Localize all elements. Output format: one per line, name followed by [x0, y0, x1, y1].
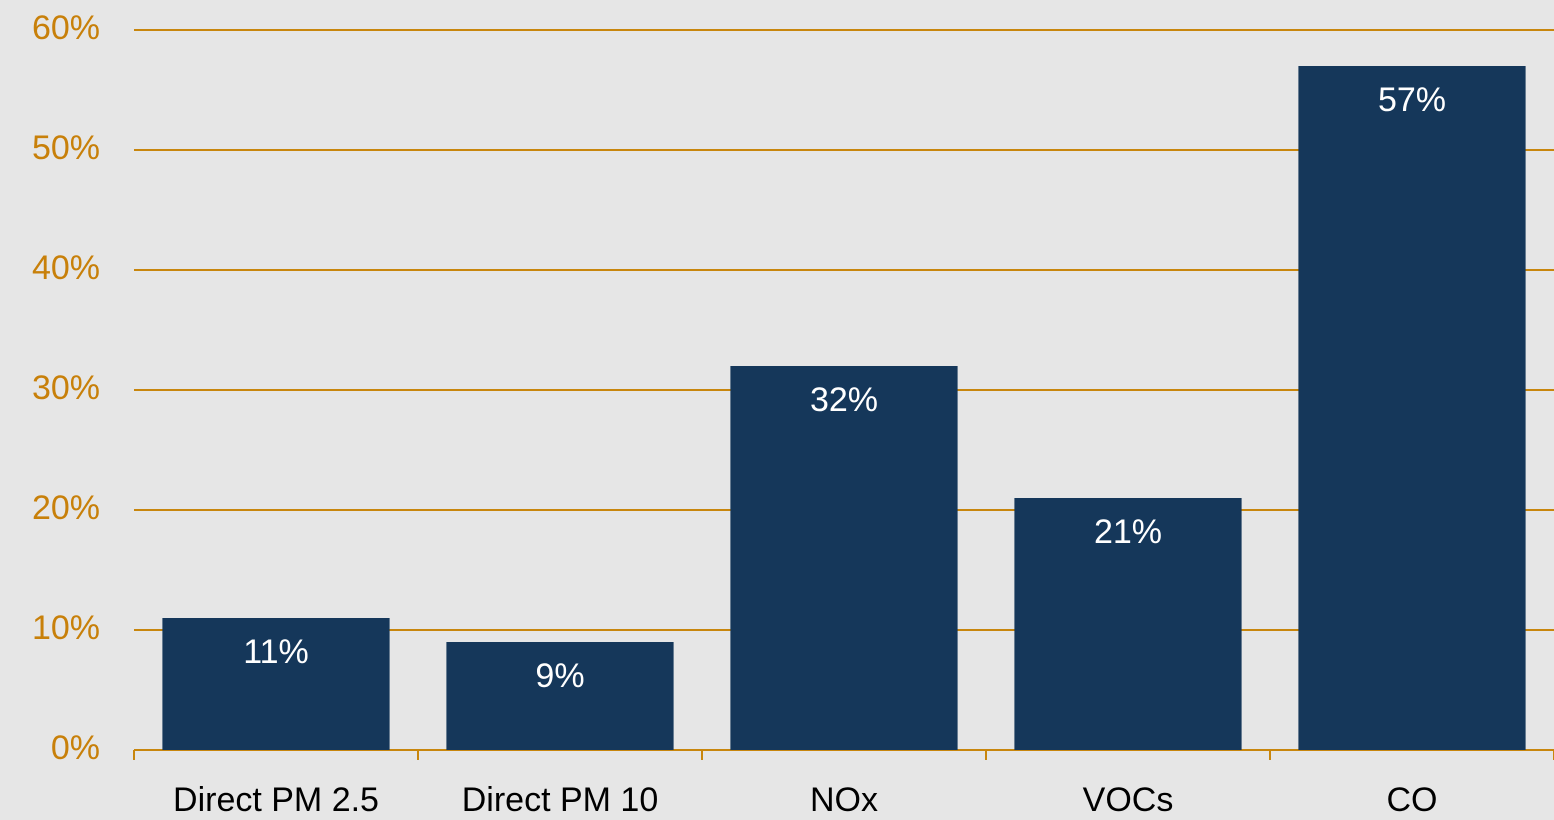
- x-tick-label: NOx: [810, 781, 878, 819]
- bar: [730, 366, 958, 750]
- x-tick-label: Direct PM 10: [462, 781, 659, 819]
- x-tick-label: CO: [1387, 781, 1438, 819]
- x-tick-label: Direct PM 2.5: [173, 781, 379, 819]
- bar: [1298, 66, 1526, 750]
- y-tick-label: 20%: [32, 489, 100, 527]
- y-tick-label: 40%: [32, 249, 100, 287]
- bar: [1014, 498, 1242, 750]
- data-label: 32%: [810, 381, 878, 419]
- y-tick-label: 50%: [32, 129, 100, 167]
- y-tick-label: 10%: [32, 609, 100, 647]
- y-tick-label: 30%: [32, 369, 100, 407]
- data-label: 11%: [243, 633, 309, 671]
- x-tick-label: VOCs: [1083, 781, 1174, 819]
- y-tick-label: 60%: [32, 9, 100, 47]
- data-label: 57%: [1378, 81, 1446, 119]
- bar: [162, 618, 390, 750]
- bar: [446, 642, 674, 750]
- data-label: 21%: [1094, 513, 1162, 551]
- y-tick-label: 0%: [51, 729, 100, 767]
- data-label: 9%: [535, 657, 584, 695]
